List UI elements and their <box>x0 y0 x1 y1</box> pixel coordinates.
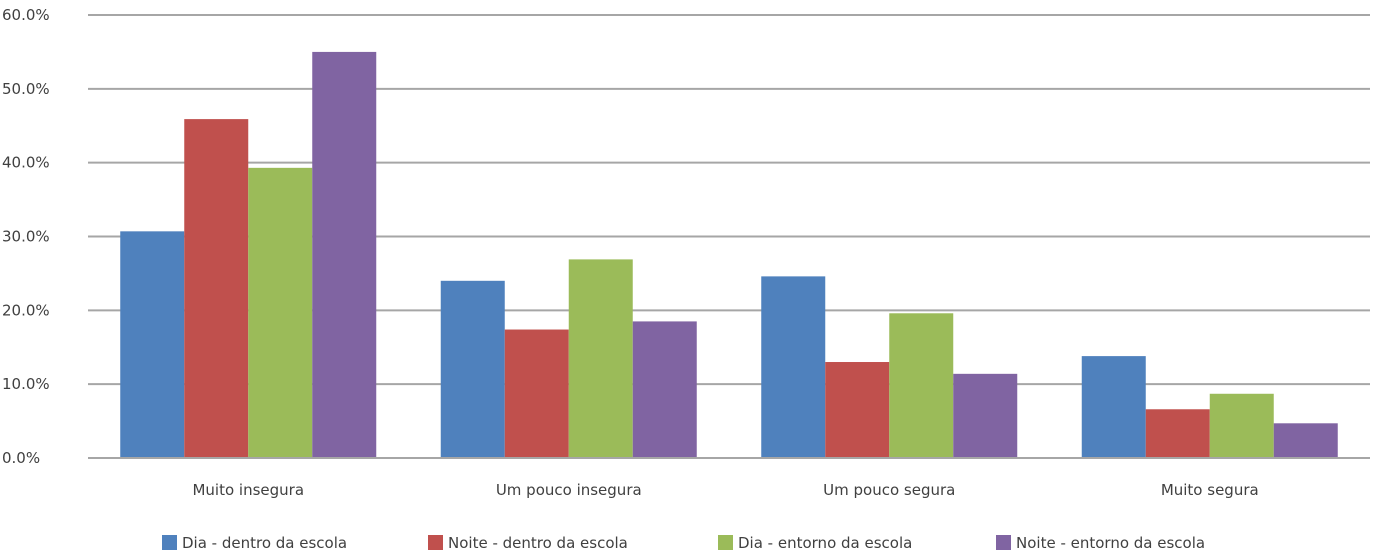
bars <box>120 51 1338 459</box>
x-axis: Muito insegura Um pouco insegura Um pouco … <box>88 457 1370 499</box>
x-tick-label: Muito insegura <box>192 481 304 499</box>
bar <box>1145 409 1210 458</box>
bar <box>889 313 954 458</box>
y-tick-label: 0.0% <box>2 449 40 467</box>
y-tick-label: 20.0% <box>2 301 50 319</box>
bar <box>568 259 633 458</box>
bar <box>761 276 826 458</box>
bar <box>632 321 697 458</box>
x-tick-label: Um pouco insegura <box>496 481 642 499</box>
legend-item: Dia - dentro da escola <box>162 534 347 552</box>
y-tick-label: 30.0% <box>2 228 50 246</box>
legend-swatch <box>428 535 443 550</box>
bar <box>440 280 505 458</box>
legend-item: Dia - entorno da escola <box>718 534 912 552</box>
x-tick-label: Um pouco segura <box>823 481 955 499</box>
bar <box>825 362 890 458</box>
bar <box>504 329 569 458</box>
legend-swatch <box>162 535 177 550</box>
bar <box>953 373 1018 458</box>
bar <box>312 51 377 459</box>
legend-label: Noite - entorno da escola <box>1016 534 1205 552</box>
legend-item: Noite - entorno da escola <box>996 534 1205 552</box>
bar <box>1209 393 1274 458</box>
bar <box>1273 423 1338 458</box>
y-tick-label: 10.0% <box>2 375 50 393</box>
legend-swatch <box>996 535 1011 550</box>
x-tick-label: Muito segura <box>1161 481 1259 499</box>
legend-label: Dia - dentro da escola <box>182 534 347 552</box>
bar <box>1081 356 1146 458</box>
legend-label: Dia - entorno da escola <box>738 534 912 552</box>
legend-item: Noite - dentro da escola <box>428 534 628 552</box>
y-tick-label: 50.0% <box>2 80 50 98</box>
y-tick-label: 40.0% <box>2 154 50 172</box>
legend-swatch <box>718 535 733 550</box>
legend-label: Noite - dentro da escola <box>448 534 628 552</box>
bar <box>120 231 185 458</box>
y-axis: 0.0% 10.0% 20.0% 30.0% 40.0% 50.0% 60.0% <box>2 6 50 467</box>
bar <box>184 119 249 458</box>
y-tick-label: 60.0% <box>2 6 50 24</box>
bar <box>248 167 313 458</box>
legend: Dia - dentro da escola Noite - dentro da … <box>162 534 1205 552</box>
